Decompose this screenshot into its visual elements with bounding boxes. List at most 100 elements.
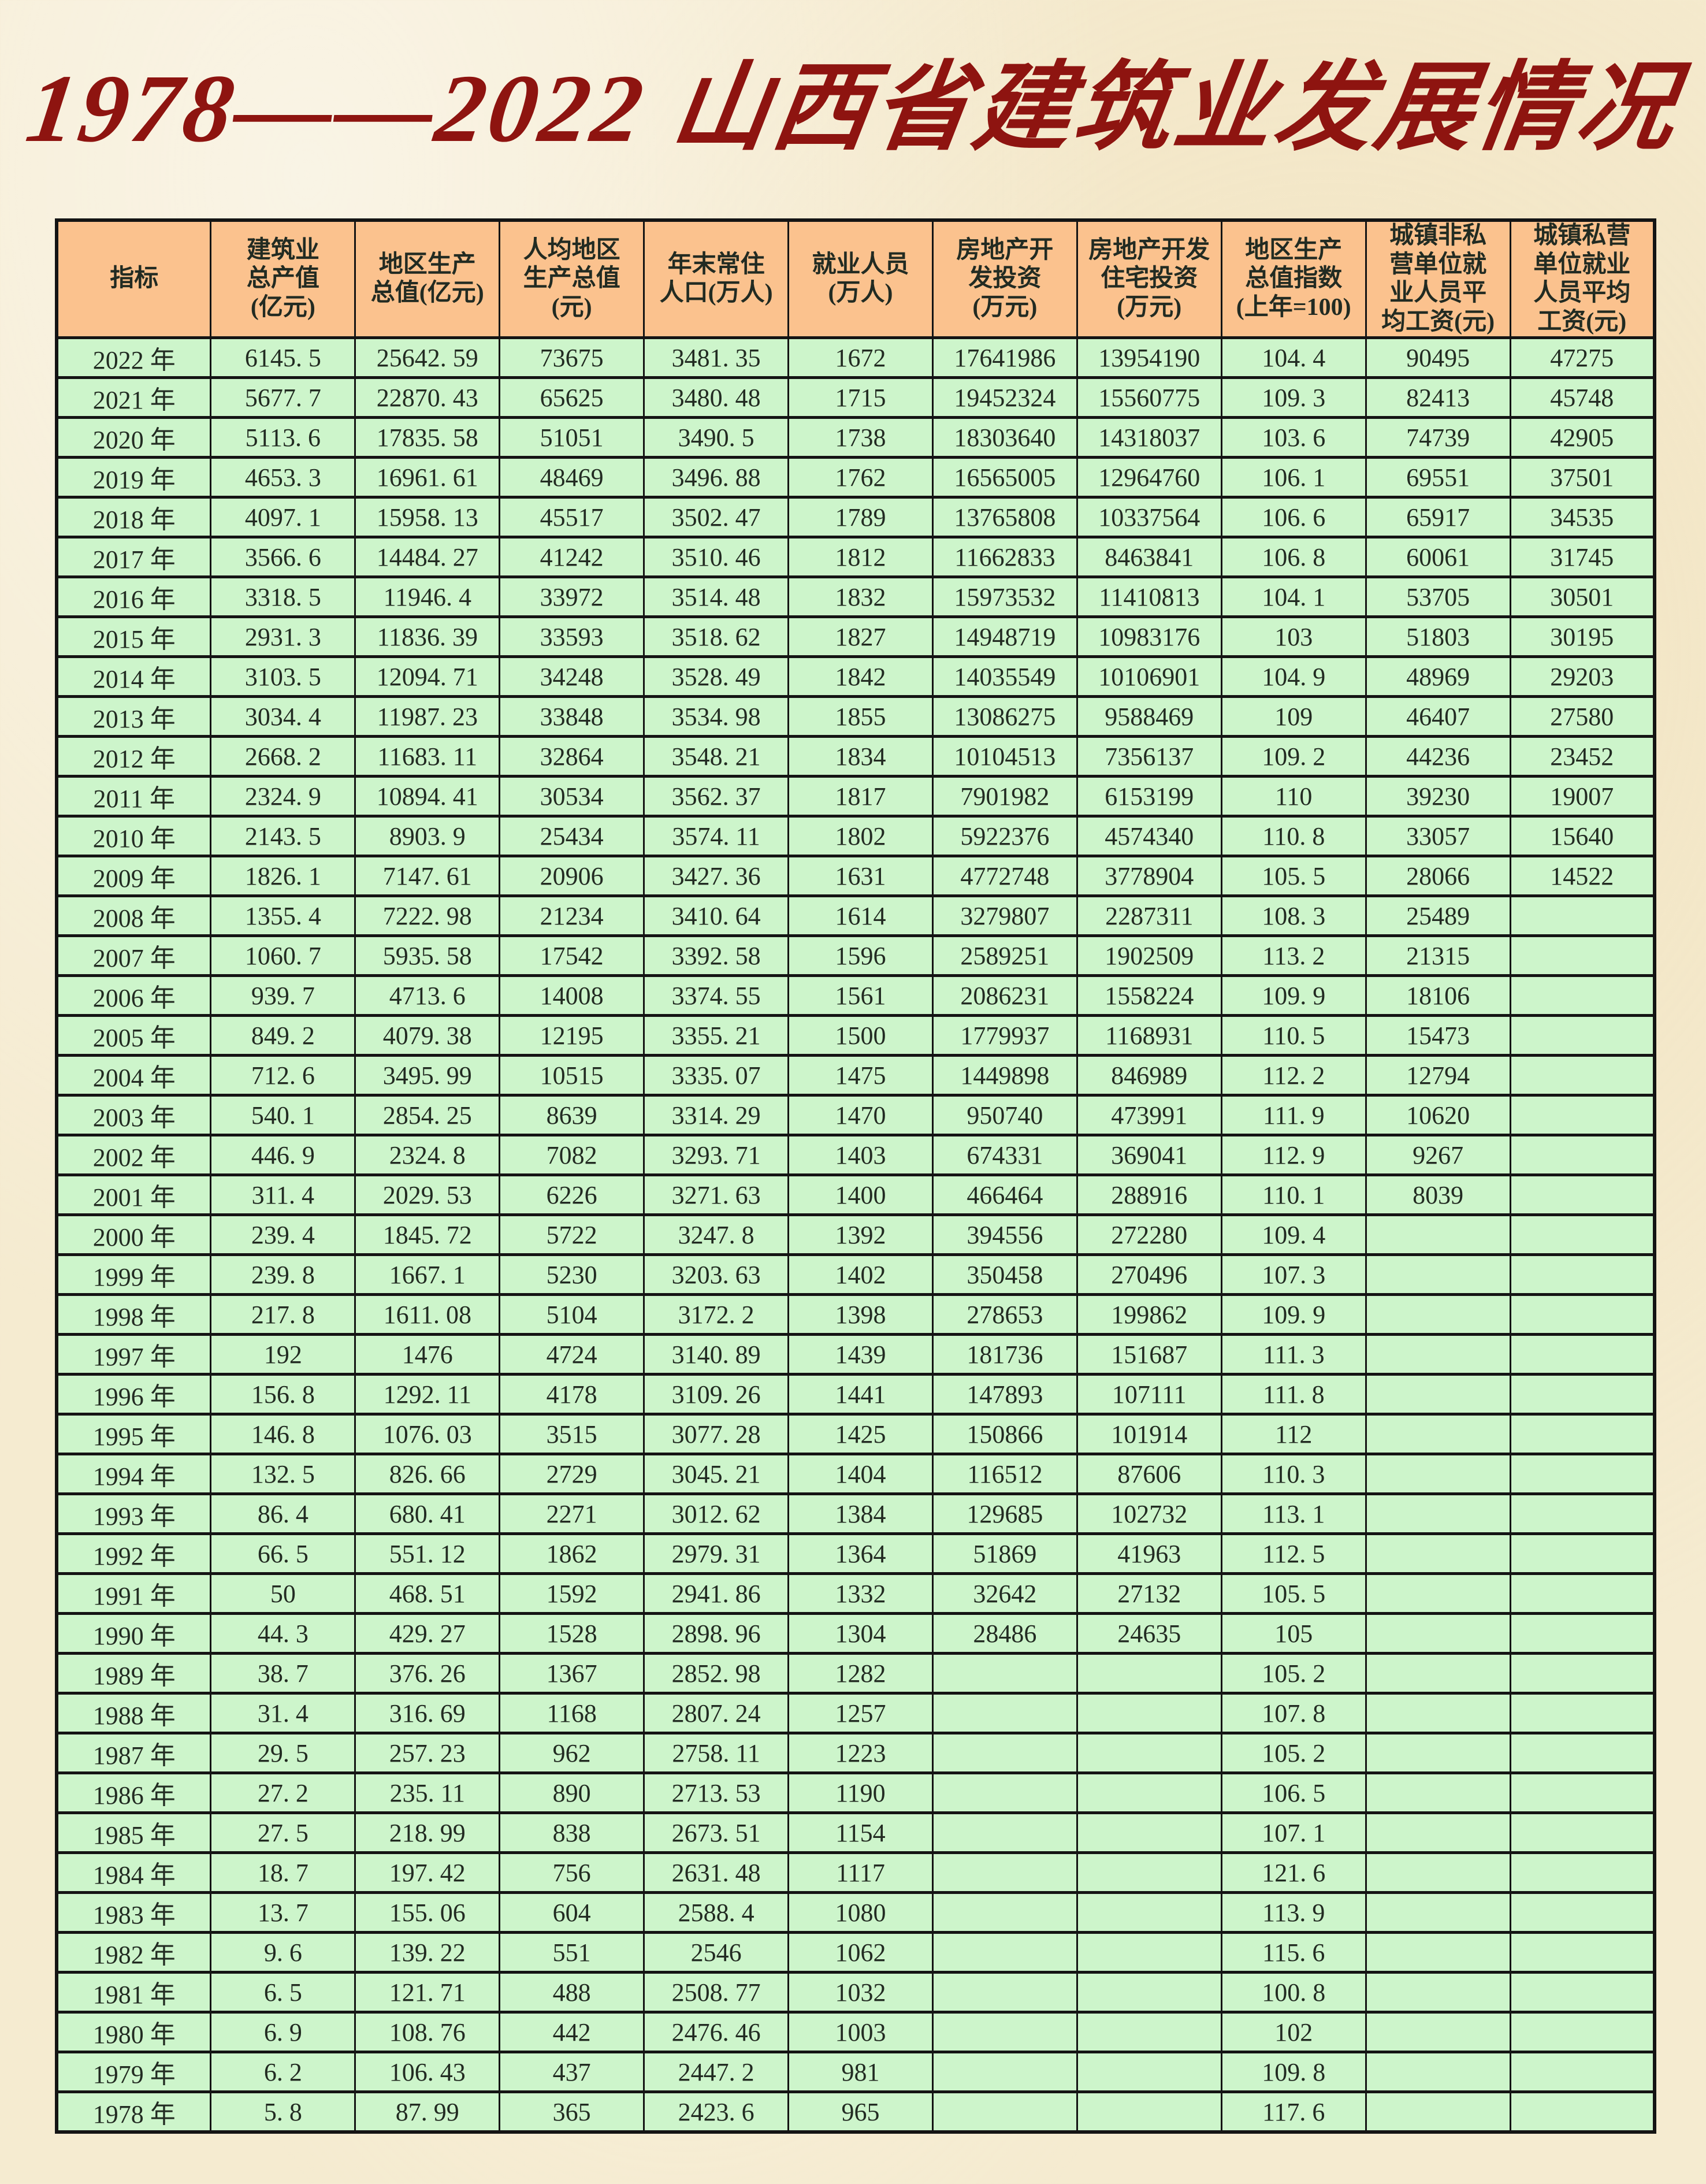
table-row: 2007 年 1060. 7 5935. 58 17542 3392. 58 1596 25…	[55, 934, 1656, 978]
year-cell: 2007 年	[55, 934, 212, 978]
data-cell	[1509, 934, 1656, 978]
data-cell	[931, 1732, 1078, 1775]
data-cell: 2324. 8	[354, 1134, 501, 1177]
data-cell: 39230	[1365, 775, 1511, 818]
table-row: 1994 年 132. 5 826. 66 2729 3045. 21 1404 11651…	[55, 1453, 1656, 1496]
data-cell: 1611. 08	[354, 1293, 501, 1336]
data-cell: 1500	[787, 1014, 934, 1057]
data-cell: 5922376	[931, 815, 1078, 858]
data-cell: 1257	[787, 1692, 934, 1735]
data-cell	[1509, 1293, 1656, 1336]
data-cell: 116512	[931, 1453, 1078, 1496]
data-cell: 104. 1	[1220, 575, 1367, 619]
data-cell: 9267	[1365, 1134, 1511, 1177]
data-cell: 890	[499, 1771, 645, 1815]
data-cell: 5104	[499, 1293, 645, 1336]
data-cell	[1365, 1373, 1511, 1416]
data-cell	[1509, 1891, 1656, 1934]
table-row: 1995 年 146. 8 1076. 03 3515 3077. 28 1425 1508…	[55, 1413, 1656, 1456]
data-cell: 3392. 58	[643, 934, 790, 978]
data-cell: 74739	[1365, 416, 1511, 459]
data-cell: 111. 9	[1220, 1094, 1367, 1137]
data-cell: 7356137	[1076, 735, 1222, 778]
data-cell: 14318037	[1076, 416, 1222, 459]
data-cell: 51869	[931, 1532, 1078, 1576]
data-cell: 394556	[931, 1213, 1078, 1257]
data-cell: 33593	[499, 615, 645, 659]
data-cell: 540. 1	[210, 1094, 356, 1137]
data-cell: 109. 3	[1220, 376, 1367, 419]
data-cell	[931, 1891, 1078, 1934]
data-cell: 1561	[787, 974, 934, 1017]
data-cell: 111. 8	[1220, 1373, 1367, 1416]
data-cell	[1076, 2090, 1222, 2134]
data-cell: 3045. 21	[643, 1453, 790, 1496]
data-cell: 2898. 96	[643, 1612, 790, 1655]
year-cell: 1984 年	[55, 1851, 212, 1895]
data-cell	[1509, 1492, 1656, 1536]
data-cell: 13086275	[931, 695, 1078, 738]
data-cell: 965	[787, 2090, 934, 2134]
data-cell: 3077. 28	[643, 1413, 790, 1456]
data-cell: 9. 6	[210, 1931, 356, 1974]
data-cell: 1862	[499, 1532, 645, 1576]
year-cell: 1998 年	[55, 1293, 212, 1336]
data-cell: 270496	[1076, 1253, 1222, 1297]
data-cell: 4653. 3	[210, 456, 356, 499]
year-cell: 2017 年	[55, 536, 212, 579]
indicator-header-cell: 指标	[55, 218, 212, 340]
data-cell	[1076, 1851, 1222, 1895]
data-cell	[1365, 1692, 1511, 1735]
data-cell: 3548. 21	[643, 735, 790, 778]
data-cell: 429. 27	[354, 1612, 501, 1655]
data-cell	[1365, 1771, 1511, 1815]
table-row: 1991 年 50 468. 51 1592 2941. 86 1332 32642 2713…	[55, 1572, 1656, 1615]
data-cell: 1403	[787, 1134, 934, 1177]
data-cell	[1076, 1811, 1222, 1855]
table-row: 2003 年 540. 1 2854. 25 8639 3314. 29 1470 9507…	[55, 1094, 1656, 1137]
data-cell	[1509, 1971, 1656, 2014]
data-cell: 105. 5	[1220, 855, 1367, 898]
year-cell: 1994 年	[55, 1453, 212, 1496]
data-cell: 42905	[1509, 416, 1656, 459]
year-cell: 1978 年	[55, 2090, 212, 2134]
data-cell: 15560775	[1076, 376, 1222, 419]
year-cell: 2011 年	[55, 775, 212, 818]
data-cell: 1845. 72	[354, 1213, 501, 1257]
data-cell	[1076, 1652, 1222, 1695]
data-cell: 3410. 64	[643, 894, 790, 938]
table-row: 2015 年 2931. 3 11836. 39 33593 3518. 62 1827 1…	[55, 615, 1656, 659]
data-cell: 25642. 59	[354, 336, 501, 380]
data-cell: 3518. 62	[643, 615, 790, 659]
data-cell: 10983176	[1076, 615, 1222, 659]
data-cell: 1855	[787, 695, 934, 738]
data-cell: 41963	[1076, 1532, 1222, 1576]
data-cell: 981	[787, 2051, 934, 2094]
year-cell: 2002 年	[55, 1134, 212, 1177]
data-cell: 14948719	[931, 615, 1078, 659]
data-cell: 17641986	[931, 336, 1078, 380]
data-cell: 110	[1220, 775, 1367, 818]
data-cell: 2086231	[931, 974, 1078, 1017]
data-cell: 27132	[1076, 1572, 1222, 1615]
data-cell: 30501	[1509, 575, 1656, 619]
year-cell: 2012 年	[55, 735, 212, 778]
data-cell	[1365, 1811, 1511, 1855]
data-cell: 104. 4	[1220, 336, 1367, 380]
data-cell: 33972	[499, 575, 645, 619]
year-cell: 2013 年	[55, 695, 212, 738]
table-row: 2014 年 3103. 5 12094. 71 34248 3528. 49 1842 1…	[55, 655, 1656, 699]
data-cell: 13954190	[1076, 336, 1222, 380]
data-cell: 112. 9	[1220, 1134, 1367, 1177]
data-cell	[1509, 2051, 1656, 2094]
data-cell: 107. 1	[1220, 1811, 1367, 1855]
data-cell: 6226	[499, 1173, 645, 1217]
data-cell	[931, 2051, 1078, 2094]
data-cell: 28066	[1365, 855, 1511, 898]
year-cell: 2018 年	[55, 496, 212, 539]
data-cell	[1365, 1253, 1511, 1297]
year-cell: 2022 年	[55, 336, 212, 380]
data-cell: 466464	[931, 1173, 1078, 1217]
year-cell: 1997 年	[55, 1333, 212, 1376]
data-cell: 3574. 11	[643, 815, 790, 858]
